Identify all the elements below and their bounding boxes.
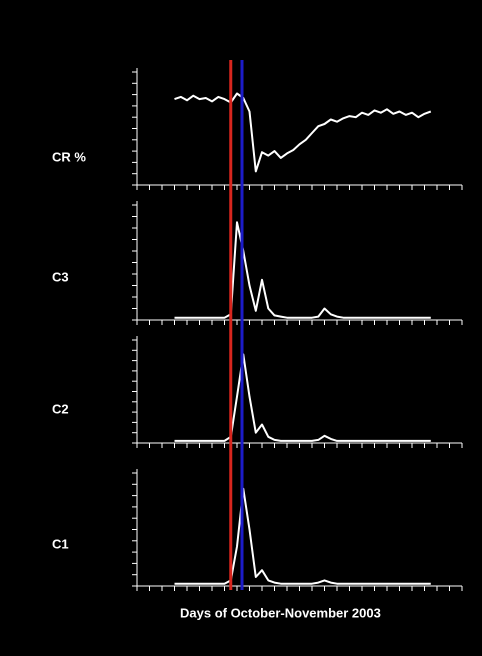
data-line — [174, 92, 432, 173]
data-line — [174, 221, 431, 319]
data-line — [174, 353, 431, 442]
y-axis-label: C3 — [52, 269, 69, 284]
y-axis-label: C2 — [52, 401, 69, 416]
x-axis-label: Days of October-November 2003 — [180, 605, 381, 620]
data-line — [174, 487, 431, 585]
y-axis-label: CR % — [52, 149, 86, 164]
y-axis-label: C1 — [52, 536, 69, 551]
